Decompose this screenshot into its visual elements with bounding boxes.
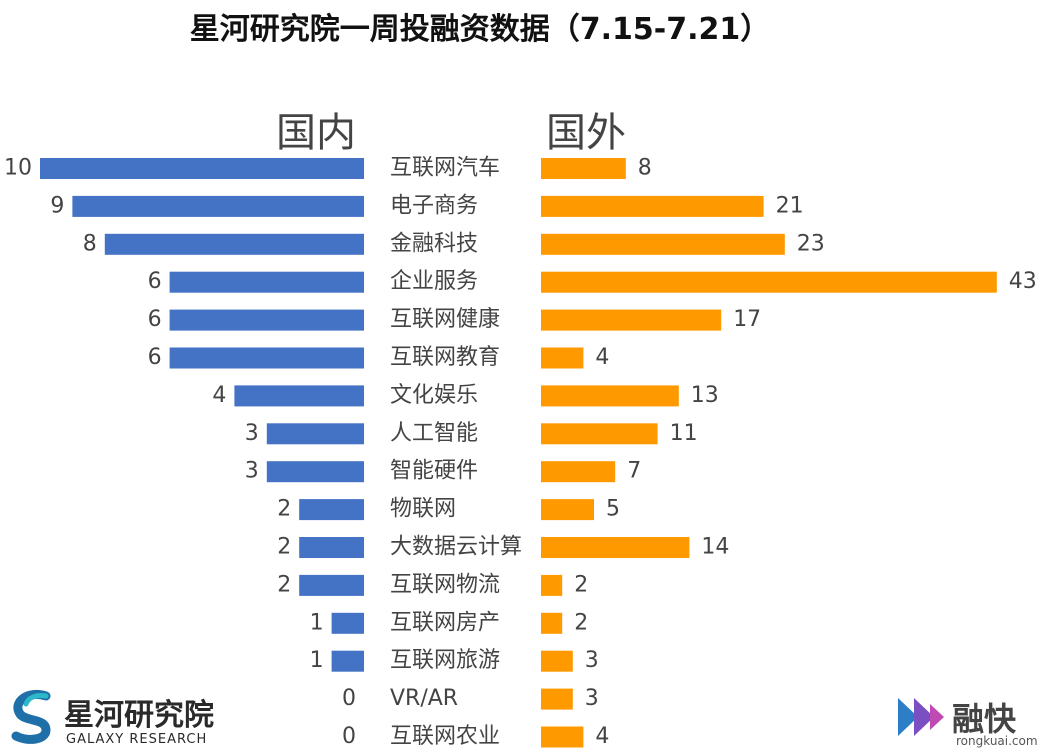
overseas-value-label: 8: [638, 156, 652, 181]
domestic-bar: [331, 650, 364, 672]
overseas-value-label: 3: [585, 648, 599, 673]
overseas-value-label: 17: [733, 307, 761, 332]
domestic-value-label: 3: [245, 421, 259, 446]
domestic-value-label: 0: [342, 686, 356, 711]
overseas-bar: [541, 461, 616, 483]
category-label: 互联网房产: [390, 610, 500, 635]
galaxy-logo-sub: GALAXY RESEARCH: [66, 732, 208, 747]
overseas-bar: [541, 233, 785, 255]
domestic-bar: [72, 195, 365, 217]
category-label: 互联网汽车: [390, 156, 500, 181]
overseas-bar: [541, 271, 997, 293]
domestic-bar: [169, 347, 364, 369]
overseas-bar: [541, 309, 722, 331]
overseas-bar: [541, 612, 563, 634]
galaxy-logo-name: 星河研究院: [64, 698, 214, 733]
category-label: 互联网物流: [390, 572, 500, 597]
domestic-bar: [266, 461, 364, 483]
domestic-value-label: 0: [342, 724, 356, 749]
domestic-bar: [266, 423, 364, 445]
category-label: 互联网教育: [390, 345, 500, 370]
rongkuai-logo-name: 融快: [952, 700, 1017, 738]
rongkuai-logo: 融快 rongkuai.com: [894, 690, 1040, 752]
overseas-bar: [541, 195, 764, 217]
domestic-value-label: 6: [148, 307, 162, 332]
domestic-value-label: 6: [148, 345, 162, 370]
category-label: 文化娱乐: [390, 383, 478, 408]
domestic-value-label: 8: [83, 231, 97, 256]
domestic-value-label: 10: [4, 156, 32, 181]
domestic-label: 国内: [276, 110, 356, 156]
overseas-value-label: 4: [595, 724, 609, 749]
domestic-bar: [234, 385, 364, 407]
overseas-bar: [541, 347, 584, 369]
domestic-bar: [40, 158, 364, 179]
domestic-value-label: 6: [148, 269, 162, 294]
category-label: 大数据云计算: [390, 535, 522, 560]
domestic-value-label: 2: [277, 535, 291, 560]
overseas-bar: [541, 537, 690, 558]
overseas-bar: [541, 574, 563, 596]
domestic-value-label: 1: [310, 648, 324, 673]
overseas-value-label: 21: [776, 193, 804, 218]
category-label: 互联网健康: [390, 307, 500, 332]
category-label: 人工智能: [390, 421, 478, 446]
overseas-value-label: 23: [797, 231, 825, 256]
category-label: 互联网农业: [390, 724, 500, 749]
overseas-value-label: 5: [606, 497, 620, 522]
overseas-bar: [541, 499, 594, 521]
domestic-value-label: 9: [50, 193, 64, 218]
rongkuai-logo-sub: rongkuai.com: [956, 734, 1038, 748]
category-label: 互联网旅游: [390, 648, 500, 673]
overseas-value-label: 11: [670, 421, 698, 446]
overseas-value-label: 14: [701, 535, 729, 560]
overseas-bar: [541, 385, 679, 407]
overseas-value-label: 3: [585, 686, 599, 711]
chart-title: 星河研究院一周投融资数据（7.15-7.21）: [189, 12, 771, 47]
domestic-bar: [169, 271, 364, 293]
domestic-value-label: 4: [212, 383, 226, 408]
domestic-bar: [169, 309, 364, 331]
overseas-value-label: 7: [627, 459, 641, 484]
domestic-bar: [299, 499, 364, 521]
galaxy-logo-icon: [11, 690, 51, 744]
category-label: 智能硬件: [390, 459, 478, 484]
overseas-value-label: 2: [574, 610, 588, 635]
domestic-value-label: 1: [310, 610, 324, 635]
overseas-bar: [541, 650, 573, 672]
overseas-value-label: 2: [574, 572, 588, 597]
domestic-bar: [331, 612, 364, 634]
category-label: 企业服务: [390, 269, 478, 294]
overseas-bar: [541, 726, 584, 748]
galaxy-research-logo: 星河研究院 GALAXY RESEARCH: [6, 688, 256, 752]
domestic-value-label: 3: [245, 459, 259, 484]
category-label: VR/AR: [390, 686, 458, 711]
overseas-bar: [541, 158, 626, 179]
overseas-value-label: 13: [691, 383, 719, 408]
overseas-bar: [541, 423, 658, 445]
domestic-value-label: 2: [277, 497, 291, 522]
overseas-label: 国外: [546, 110, 626, 156]
category-label: 物联网: [390, 497, 456, 522]
overseas-bar: [541, 688, 573, 710]
category-label: 电子商务: [390, 193, 478, 218]
domestic-bar: [299, 574, 364, 596]
domestic-bar: [104, 233, 365, 255]
rongkuai-logo-icon: [898, 698, 944, 736]
domestic-bar: [299, 537, 364, 558]
overseas-value-label: 43: [1009, 269, 1037, 294]
overseas-value-label: 4: [595, 345, 609, 370]
category-label: 金融科技: [390, 231, 478, 256]
domestic-value-label: 2: [277, 572, 291, 597]
